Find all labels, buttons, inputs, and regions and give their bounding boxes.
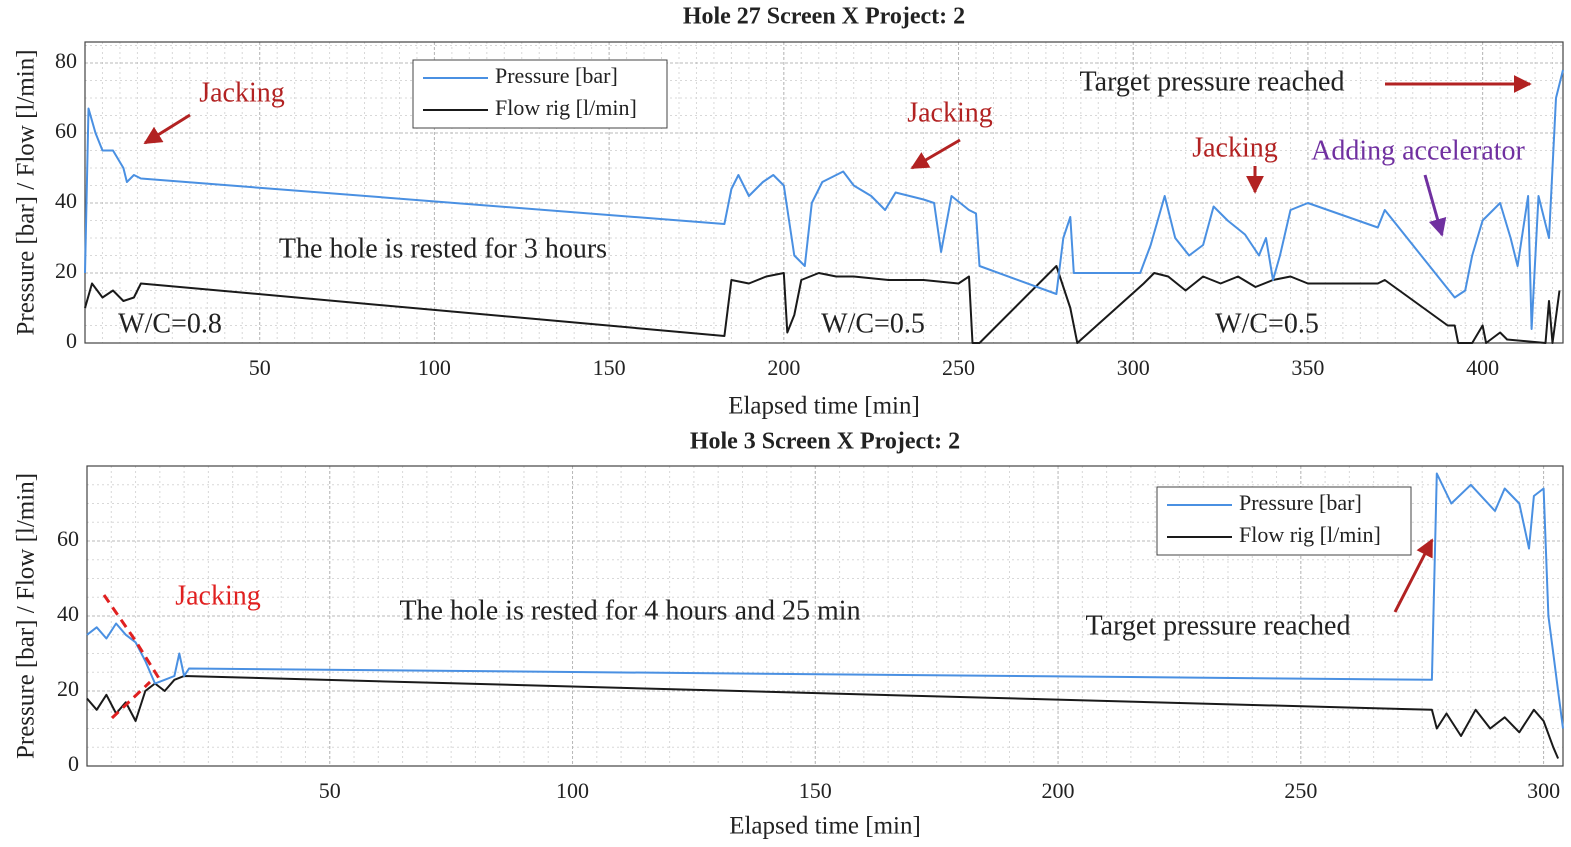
y-tick-label: 40 [57,601,79,626]
x-tick-label: 100 [418,355,451,380]
legend-box [412,59,668,129]
x-tick-label: 300 [1117,355,1150,380]
x-tick-label: 250 [942,355,975,380]
x-axis-label: Elapsed time [min] [729,813,921,840]
chart: 50 100 150 200 250 300 0 20 40 60 Hole 3 Screen X … [13,429,1564,840]
annotation: Target pressure reached [1086,610,1351,641]
annotation: W/C=0.5 [821,308,925,339]
y-tick-label: 0 [66,328,77,353]
chart: 50 100 150 200 250 300 350 400 0 20 40 60 80 Hole 27 … [13,4,1564,420]
series-line [84,69,1564,330]
chart-title: Hole 27 Screen X Project: 2 [683,4,965,30]
y-tick-label: 20 [55,258,77,283]
y-tick-label: 20 [57,676,79,701]
annotation-arrow [143,113,191,145]
y-tick-label: 80 [55,48,77,73]
x-tick-label: 200 [767,355,800,380]
annotation: Jacking [175,580,261,611]
x-tick-label: 200 [1042,778,1075,803]
plot-frame [86,465,1564,767]
y-tick-label: 40 [55,188,77,213]
y-tick-label: 60 [55,118,77,143]
annotation: The hole is rested for 4 hours and 25 mi… [399,595,860,626]
legend-label: Pressure [bar] [495,63,618,88]
series-line [86,472,1564,729]
annotation-arrow [910,138,961,170]
y-axis-label: Pressure [bar] / Flow [l/min] [13,473,40,759]
x-tick-label: 50 [319,778,341,803]
annotation: W/C=0.8 [118,308,222,339]
annotation: W/C=0.5 [1215,308,1319,339]
annotation: The hole is rested for 3 hours [279,233,607,264]
x-tick-label: 50 [249,355,271,380]
x-tick-label: 400 [1466,355,1499,380]
x-tick-label: 150 [593,355,626,380]
annotation: Adding accelerator [1311,135,1525,166]
annotation-arrow [1423,174,1447,237]
x-axis-label: Elapsed time [min] [728,393,920,420]
annotation-arrow [1393,538,1434,613]
x-tick-label: 250 [1284,778,1317,803]
legend-label: Flow rig [l/min] [495,95,637,120]
y-tick-label: 60 [57,526,79,551]
y-tick-label: 0 [68,751,79,776]
y-axis-label: Pressure [bar] / Flow [l/min] [13,49,40,335]
legend-label: Flow rig [l/min] [1239,522,1381,547]
legend-box [1156,486,1412,556]
annotation: Jacking [907,97,993,128]
jacking-dash [110,680,152,720]
x-tick-label: 300 [1527,778,1560,803]
plot-frame [84,41,1564,344]
annotation: Target pressure reached [1080,66,1345,97]
chart-title: Hole 3 Screen X Project: 2 [690,429,960,455]
x-tick-label: 100 [556,778,589,803]
annotation: Jacking [1192,132,1278,163]
x-tick-label: 150 [799,778,832,803]
annotation: Jacking [199,77,285,108]
series-line [84,265,1561,344]
jacking-dash [102,594,162,681]
legend-label: Pressure [bar] [1239,490,1362,515]
x-tick-label: 350 [1291,355,1324,380]
